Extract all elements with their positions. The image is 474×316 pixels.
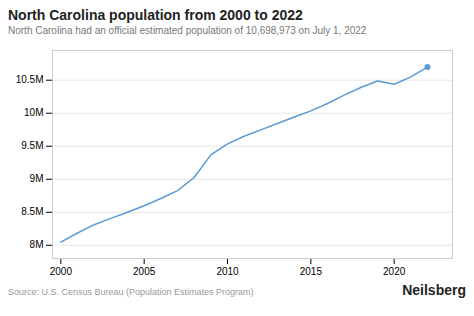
html-text:Neilsberg: Neilsberg [402,282,466,298]
svg-text:2015: 2015 [300,266,323,277]
html-text:North Carolina had an official: North Carolina had an official estimated… [8,25,367,36]
svg-text:8.5M: 8.5M [21,206,43,217]
svg-text:10M: 10M [24,107,43,118]
svg-text:10.5M: 10.5M [16,74,44,85]
svg-text:2000: 2000 [50,266,73,277]
svg-text:2005: 2005 [133,266,156,277]
html-text:North Carolina population from: North Carolina population from 2000 to 2… [8,7,303,23]
html-text:Source: U.S. Census Bureau (Po: Source: U.S. Census Bureau (Population E… [8,287,254,297]
svg-text:2020: 2020 [383,266,406,277]
svg-text:9M: 9M [30,173,44,184]
svg-text:2010: 2010 [216,266,239,277]
svg-text:9.5M: 9.5M [21,140,43,151]
svg-text:8M: 8M [30,239,44,250]
